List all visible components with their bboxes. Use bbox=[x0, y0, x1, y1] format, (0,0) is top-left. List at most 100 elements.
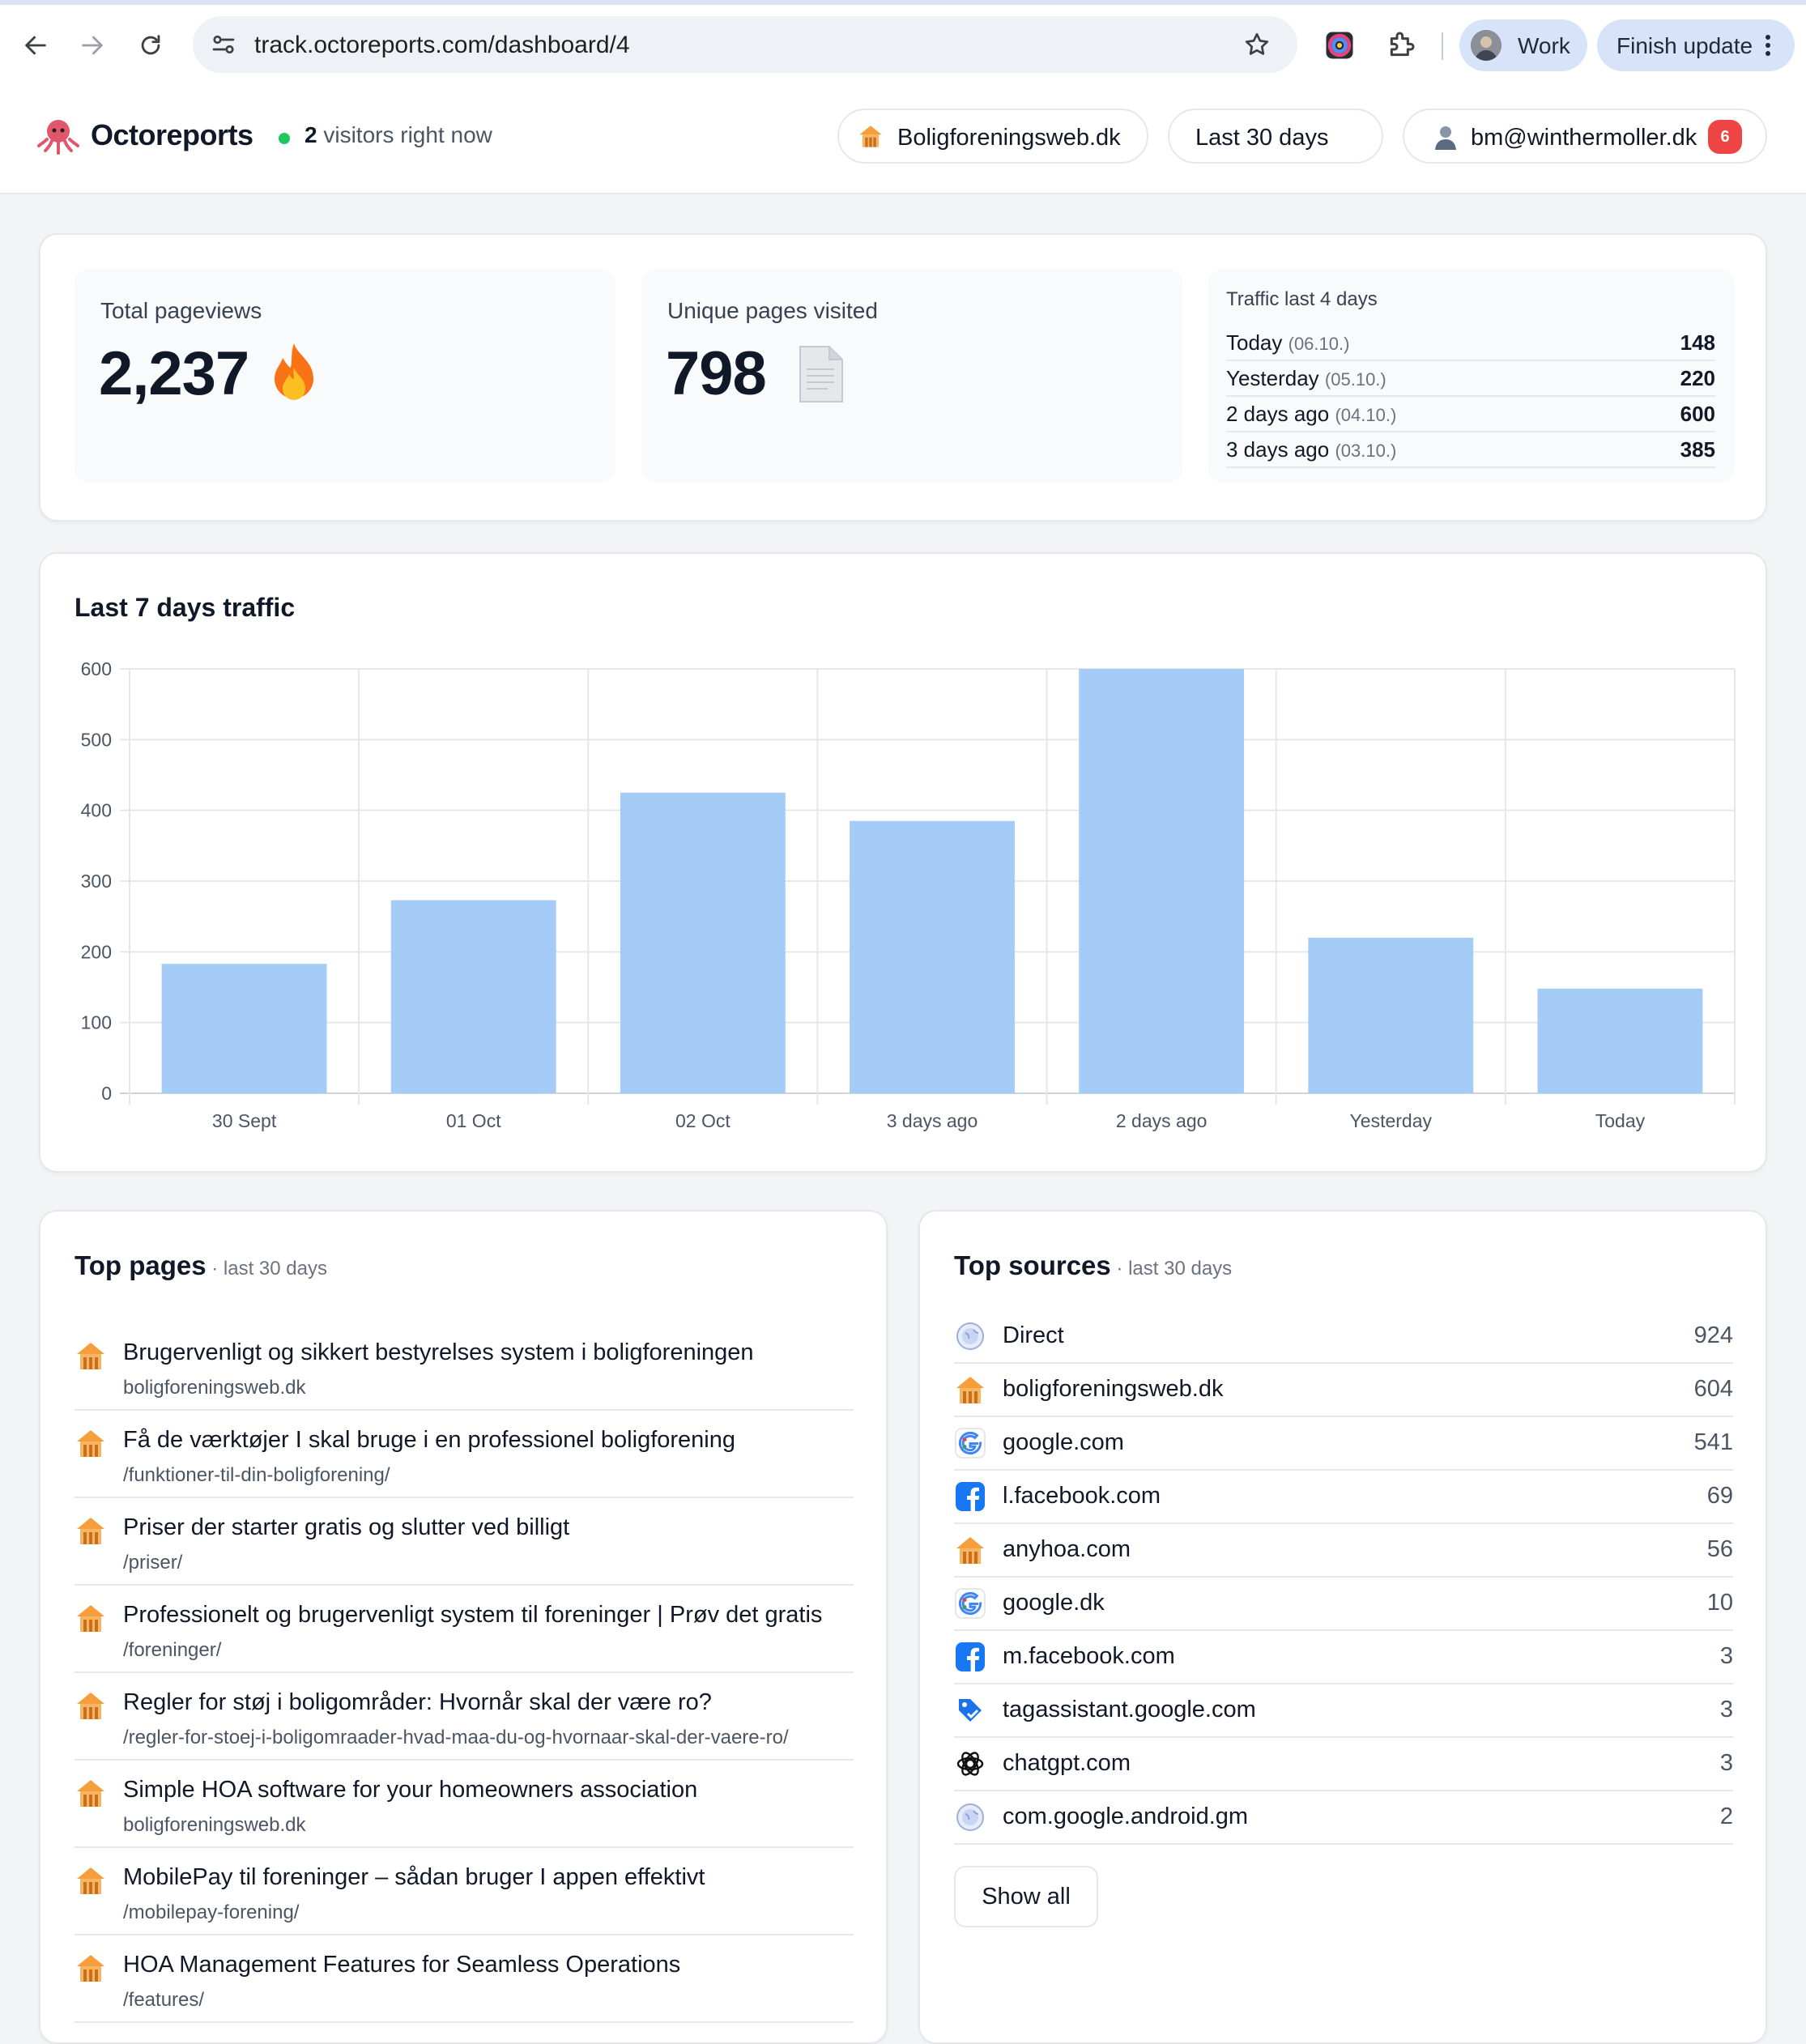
y-tick-label: 500 bbox=[81, 729, 112, 750]
octopus-logo-icon bbox=[37, 120, 79, 155]
date-range-button[interactable]: Last 30 days bbox=[1168, 109, 1383, 164]
top-page-item[interactable]: MobilePay til foreninger – sådan bruger … bbox=[75, 1846, 854, 1935]
chart-title: Last 7 days traffic bbox=[75, 593, 296, 622]
site-selector-button[interactable]: Boligforeningsweb.dk bbox=[837, 109, 1148, 164]
traffic-chart-card: 0 100 200 300 400 500 600 30 Sept 01 Oct 02 Oct 3 … bbox=[39, 552, 1767, 1173]
top-source-item[interactable]: google.dk 10 bbox=[954, 1576, 1733, 1631]
url-text[interactable]: track.octoreports.com/dashboard/4 bbox=[254, 32, 630, 58]
x-tick-label: Today bbox=[1595, 1110, 1646, 1131]
forward-arrow-icon bbox=[82, 36, 103, 55]
profile-button[interactable]: Work bbox=[1459, 19, 1587, 71]
total-pageviews-value: 2,237 bbox=[99, 339, 249, 408]
document-icon bbox=[799, 346, 843, 402]
x-tick-label: 3 days ago bbox=[887, 1110, 978, 1131]
profile-label: Work bbox=[1518, 33, 1570, 58]
total-pageviews-tile: Total pageviews 2,237 bbox=[75, 269, 615, 483]
show-all-button[interactable]: Show all bbox=[954, 1866, 1098, 1927]
top-source-item[interactable]: chatgpt.com 3 bbox=[954, 1736, 1733, 1791]
unique-pages-label: Unique pages visited bbox=[667, 298, 878, 323]
top-source-item[interactable]: tagassistant.google.com 3 bbox=[954, 1683, 1733, 1738]
y-tick-label: 600 bbox=[81, 658, 112, 679]
top-page-title[interactable]: Regler for støj i boligområder: Hvornår … bbox=[123, 1689, 712, 1715]
traffic-date: (06.10.) bbox=[1288, 334, 1350, 354]
traffic-date: (05.10.) bbox=[1324, 369, 1386, 390]
notification-badge[interactable]: 6 bbox=[1708, 120, 1742, 154]
y-tick-label: 200 bbox=[81, 941, 112, 962]
finish-update-button[interactable]: Finish update bbox=[1597, 19, 1795, 71]
bookmark-star-icon[interactable] bbox=[1242, 30, 1271, 59]
top-page-title[interactable]: Priser der starter gratis og slutter ved… bbox=[123, 1514, 570, 1540]
traffic-row: Today (06.10.) 148 bbox=[1226, 324, 1715, 361]
traffic-date: (03.10.) bbox=[1335, 441, 1397, 461]
top-page-item[interactable]: Få de værktøjer I skal bruge i en profes… bbox=[75, 1409, 854, 1498]
top-source-item[interactable]: com.google.android.gm 2 bbox=[954, 1790, 1733, 1845]
total-pageviews-label: Total pageviews bbox=[100, 298, 262, 323]
top-source-name: tagassistant.google.com bbox=[1003, 1697, 1256, 1722]
house-icon bbox=[77, 1780, 104, 1807]
brand-name[interactable]: Octoreports bbox=[91, 118, 253, 151]
house-icon bbox=[77, 1343, 104, 1369]
browser-top-accent bbox=[0, 0, 1806, 5]
traffic-day: Today bbox=[1226, 330, 1283, 355]
x-tick-label: 2 days ago bbox=[1116, 1110, 1208, 1131]
top-page-path: /regler-for-stoej-i-boligomraader-hvad-m… bbox=[123, 1727, 789, 1748]
facebook-icon bbox=[956, 1642, 985, 1671]
toolbar-divider bbox=[1442, 32, 1443, 60]
y-tick-label: 0 bbox=[101, 1083, 112, 1104]
traffic-day: Yesterday bbox=[1226, 366, 1319, 390]
bar bbox=[390, 900, 556, 1093]
top-pages-card: Top pages · last 30 days Brugervenligt o… bbox=[39, 1210, 888, 2044]
top-source-item[interactable]: anyhoa.com 56 bbox=[954, 1522, 1733, 1578]
top-source-item[interactable]: boligforeningsweb.dk 604 bbox=[954, 1362, 1733, 1417]
top-page-item[interactable]: HOA Management Features for Seamless Ope… bbox=[75, 1934, 854, 2023]
bar bbox=[620, 792, 786, 1093]
top-source-count: 10 bbox=[1706, 1590, 1733, 1616]
traffic-row: 2 days ago (04.10.) 600 bbox=[1226, 395, 1715, 432]
traffic-last-4-days-title: Traffic last 4 days bbox=[1226, 288, 1378, 310]
top-source-item[interactable]: m.facebook.com 3 bbox=[954, 1629, 1733, 1684]
live-status-dot bbox=[279, 133, 290, 144]
globe-icon bbox=[956, 1322, 984, 1350]
top-source-item[interactable]: google.com 541 bbox=[954, 1416, 1733, 1471]
reload-button[interactable] bbox=[126, 21, 175, 70]
top-page-title[interactable]: Simple HOA software for your homeowners … bbox=[123, 1777, 698, 1803]
top-page-item[interactable]: Priser der starter gratis og slutter ved… bbox=[75, 1497, 854, 1586]
top-page-item[interactable]: Simple HOA software for your homeowners … bbox=[75, 1759, 854, 1848]
top-source-name: boligforeningsweb.dk bbox=[1003, 1376, 1224, 1402]
traffic-value: 148 bbox=[1680, 330, 1715, 355]
facebook-icon bbox=[956, 1482, 985, 1511]
top-page-title[interactable]: Professionelt og brugervenligt system ti… bbox=[123, 1602, 823, 1628]
x-tick-label: 01 Oct bbox=[446, 1110, 501, 1131]
site-selector-label: Boligforeningsweb.dk bbox=[897, 125, 1121, 151]
top-source-item[interactable]: Direct 924 bbox=[954, 1309, 1733, 1364]
top-page-item[interactable]: Regler for støj i boligområder: Hvornår … bbox=[75, 1671, 854, 1761]
bar bbox=[1308, 937, 1474, 1093]
back-button[interactable] bbox=[11, 21, 60, 70]
address-bar[interactable]: track.octoreports.com/dashboard/4 bbox=[193, 16, 1297, 73]
bar bbox=[1537, 988, 1703, 1093]
top-source-item[interactable]: l.facebook.com 69 bbox=[954, 1469, 1733, 1524]
traffic-row: Yesterday (05.10.) 220 bbox=[1226, 360, 1715, 397]
top-page-path: /funktioner-til-din-boligforening/ bbox=[123, 1464, 390, 1486]
top-page-title[interactable]: HOA Management Features for Seamless Ope… bbox=[123, 1952, 681, 1978]
house-icon bbox=[956, 1537, 984, 1564]
forward-button[interactable] bbox=[68, 21, 117, 70]
color-extension-icon[interactable] bbox=[1325, 31, 1354, 60]
extensions-puzzle-icon[interactable] bbox=[1385, 29, 1417, 62]
top-source-count: 2 bbox=[1719, 1803, 1733, 1829]
x-tick-label: Yesterday bbox=[1350, 1110, 1433, 1131]
top-page-title[interactable]: Få de værktøjer I skal bruge i en profes… bbox=[123, 1427, 735, 1453]
top-page-title[interactable]: MobilePay til foreninger – sådan bruger … bbox=[123, 1864, 705, 1890]
traffic-value: 385 bbox=[1680, 437, 1715, 462]
top-page-item[interactable]: Professionelt og brugervenligt system ti… bbox=[75, 1584, 854, 1673]
top-pages-title: Top pages bbox=[75, 1250, 207, 1280]
live-visitors: 2 visitors right now bbox=[305, 122, 492, 148]
live-visitor-text: visitors right now bbox=[317, 122, 492, 147]
tag-icon bbox=[959, 1699, 982, 1722]
top-page-item[interactable]: Brugervenligt og sikkert bestyrelses sys… bbox=[75, 1322, 854, 1411]
top-page-title[interactable]: Brugervenligt og sikkert bestyrelses sys… bbox=[123, 1339, 754, 1365]
globe-icon bbox=[956, 1803, 984, 1831]
site-settings-icon[interactable] bbox=[209, 30, 238, 59]
back-arrow-icon bbox=[25, 36, 46, 55]
user-menu-button[interactable]: bm@winthermoller.dk 6 bbox=[1403, 109, 1767, 164]
